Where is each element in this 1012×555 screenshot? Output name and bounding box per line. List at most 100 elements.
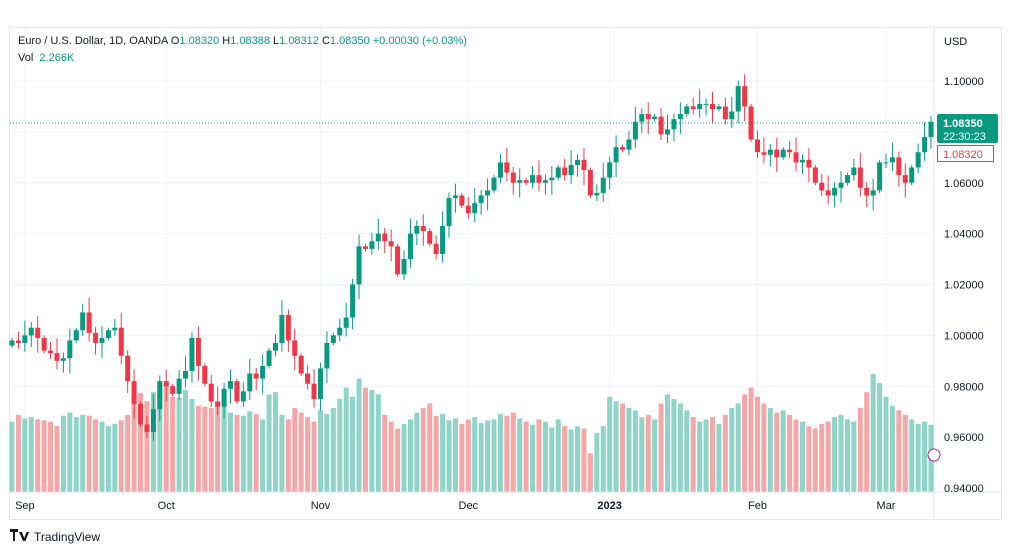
volume-bar [857,408,863,492]
volume-bar [15,414,21,492]
candle-body [735,86,741,112]
volume-bar [703,419,709,492]
volume-bar [138,393,144,492]
axis-layer: USD1.100001.080001.060001.040001.020001.… [10,28,1001,520]
candle-body [362,246,368,249]
volume-bar [485,420,491,492]
volume-bar [317,410,323,492]
volume-bar [125,414,131,492]
time-tick-label: Mar [877,500,896,512]
volume-bar [754,396,760,492]
volume-bar [279,414,285,492]
tradingview-brand: TradingView [34,529,101,544]
volume-bar [337,398,343,492]
candle-body [645,114,651,120]
candle-body [877,162,883,191]
candle-body [401,259,407,275]
volume-bar [22,418,28,492]
volume-bar [632,410,638,492]
volume-bar [163,383,169,492]
volume-bar [729,408,735,492]
volume-bar [562,426,568,492]
volume-bar [844,419,850,492]
tradingview-attribution[interactable]: TradingView [10,529,100,544]
candle-body [889,157,895,163]
last-price-tag [937,113,998,143]
volume-bar [240,415,246,492]
volume-bar [144,401,150,492]
volume-bar [491,419,497,492]
candle-body [607,162,613,178]
candle-body [189,337,195,371]
volume-bar [530,424,536,492]
volume-value: 2.266K [39,52,75,64]
candle-body [812,167,818,183]
candle-body [260,365,266,379]
candle-body [491,177,497,191]
volume-bar [253,413,259,492]
volume-bar [54,426,60,492]
candle-body [517,180,523,183]
candle-body [446,198,452,226]
candle-body [279,315,285,344]
volume-bar [825,421,831,492]
volume-bar [215,403,221,492]
candle-body [35,327,41,338]
candle-body [902,175,908,183]
volume-bar [626,408,632,492]
volume-bar [478,423,484,492]
candle-body [709,103,716,109]
symbol-legend[interactable]: Euro / U.S. Dollar, 1D, OANDA O1.08320 H… [18,35,467,47]
volume-bar [709,417,716,492]
candle-body [48,350,54,354]
candle-body [356,246,362,285]
candle-body [677,114,683,120]
candle-body [465,205,471,214]
volume-bar [195,405,201,492]
candle-body [684,106,690,115]
chart-grid [10,28,934,492]
volume-bar [690,417,696,492]
countdown-label: 22:30:23 [943,131,986,143]
price-tick-label: 1.10000 [944,76,984,88]
chart-frame [9,27,1002,520]
volume-bar [517,418,523,492]
candle-body [144,424,150,433]
candle-body [15,340,21,344]
volume-bar [909,419,915,492]
volume-bar [620,403,626,492]
candle-body [613,147,619,163]
volume-legend[interactable]: Vol 2.266K [18,52,74,64]
candle-body [575,159,581,165]
volume-bar [420,408,426,492]
volume-bar [799,421,805,492]
candle-body [317,368,323,399]
candle-body [407,233,413,260]
candle-body [844,175,850,183]
time-tick-label: Sep [15,500,35,512]
volume-bar [896,410,902,492]
volume-bar [812,428,818,492]
candle-body [767,149,773,155]
volume-bar [440,413,446,492]
symbol-name[interactable]: Euro / U.S. Dollar, 1D, OANDA [18,35,168,47]
candle-body [716,106,722,109]
candle-body [382,233,388,242]
volume-bar [28,417,34,492]
candle-body [138,404,144,425]
candle-body [658,116,664,135]
volume-bar [510,412,516,492]
candle-body [9,340,15,346]
volume-bar [581,428,587,492]
volume-bar [806,426,812,492]
volume-bar [922,421,928,492]
volume-bar [208,408,214,492]
candle-body [504,162,510,173]
candle-body [581,159,587,171]
candle-body [452,195,458,199]
volume-bar [41,420,47,492]
candle-body [896,157,902,176]
volume-bar [202,406,208,492]
candle-body [620,147,626,150]
